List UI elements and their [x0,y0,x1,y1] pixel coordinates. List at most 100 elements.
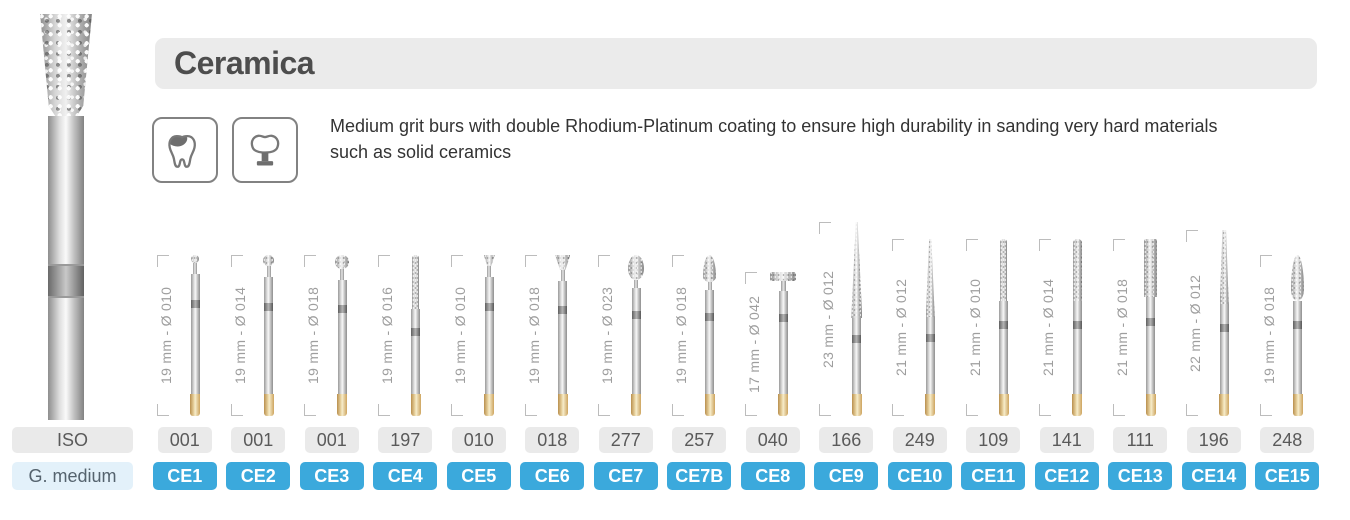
bur-shank [852,318,862,394]
bur-column: 21 mm - Ø 010 [957,239,1031,416]
bur-column: 22 mm - Ø 012 [1177,230,1251,416]
bur-head [703,255,717,282]
bur-head [1144,239,1158,297]
iso-chip: 109 [966,427,1021,453]
bur-shank [558,281,568,394]
bur-head [335,255,350,269]
bur-grip [410,394,421,416]
size-measure-brackets: 23 mm - Ø 012 [818,222,837,416]
bur-neck [266,266,271,277]
product-code-chip: CE4 [373,462,438,490]
bur-image [1134,239,1168,416]
product-grid: 19 mm - Ø 010 19 mm - Ø 014 19 mm - Ø 01… [148,212,1324,416]
bur-grip [557,394,568,416]
size-label: 21 mm - Ø 012 [893,278,910,377]
size-measure-brackets: 21 mm - Ø 018 [1112,239,1131,416]
iso-chip: 111 [1113,427,1168,453]
size-label: 17 mm - Ø 042 [746,295,763,393]
iso-row-label: ISO [12,427,133,453]
code-row: CE1 CE2 CE3 CE4 CE5 CE6 CE7 CE7B CE8 CE9 CE10 CE11 C… [148,462,1324,490]
tooth-icon [152,117,218,183]
bur-column: 21 mm - Ø 018 [1104,239,1178,416]
iso-chip: 249 [892,427,947,453]
bur-image [987,239,1021,416]
bur-column: 19 mm - Ø 016 [369,255,443,416]
size-label: 21 mm - Ø 010 [966,278,983,377]
iso-chip: 001 [304,427,359,453]
size-label: 19 mm - Ø 010 [158,286,175,385]
bur-image [1281,255,1315,416]
bur-neck [340,269,345,280]
iso-chip: 166 [819,427,874,453]
bur-shank [337,280,347,394]
bur-neck [707,282,712,290]
bur-shank [999,301,1009,394]
grit-row-label: G. medium [12,462,133,490]
size-label: 23 mm - Ø 012 [819,270,836,368]
bur-column: 19 mm - Ø 018 [1251,255,1325,416]
bur-grip [851,394,862,416]
hero-bur-head [40,14,92,116]
crown-icon [232,117,298,183]
bur-head [483,255,495,266]
bur-grip [484,394,495,416]
bur-shank [1219,304,1229,394]
bur-neck [193,263,198,274]
product-code-chip: CE6 [520,462,585,490]
bur-head [555,255,571,270]
bur-head [191,255,200,263]
iso-row: 001 001 001 197 010 018 277 257 040 166 249 109 141 1… [148,427,1324,453]
bur-shank [190,274,200,394]
bur-column: 19 mm - Ø 018 [663,255,737,416]
size-measure-brackets: 21 mm - Ø 012 [892,239,910,416]
product-code-chip: CE12 [1034,462,1099,490]
bur-grip [1292,394,1303,416]
bur-image [840,222,874,416]
size-measure-brackets: 19 mm - Ø 018 [671,255,690,416]
bur-image [766,272,800,416]
bur-grip [998,394,1009,416]
size-measure-brackets: 21 mm - Ø 010 [965,239,984,416]
title-banner: Ceramica [155,38,1317,89]
bur-grip [631,394,642,416]
product-code-chip: CE10 [887,462,952,490]
bur-head [412,255,420,309]
bur-image [472,255,506,416]
bur-head [1219,230,1229,304]
iso-chip: 257 [672,427,727,453]
product-code-chip: CE8 [740,462,805,490]
product-code-chip: CE1 [152,462,217,490]
bur-grip [1072,394,1083,416]
bur-image [1207,230,1241,416]
bur-column: 19 mm - Ø 018 [516,255,590,416]
size-measure-brackets: 19 mm - Ø 016 [377,255,396,416]
product-code-chip: CE13 [1108,462,1173,490]
crown-icon-glyph [250,134,280,166]
iso-chip: 277 [598,427,653,453]
bur-shank [778,291,788,394]
bur-neck [634,280,639,288]
bur-image [1060,239,1094,416]
bur-shank [484,277,494,394]
size-measure-brackets: 19 mm - Ø 018 [1259,255,1278,416]
bur-column: 19 mm - Ø 010 [442,255,516,416]
bur-grip [778,394,789,416]
bur-grip [704,394,715,416]
bur-head [1072,239,1082,301]
size-label: 21 mm - Ø 014 [1040,278,1057,377]
size-measure-brackets: 19 mm - Ø 023 [598,255,616,416]
size-label: 19 mm - Ø 018 [1260,286,1277,385]
size-label: 19 mm - Ø 023 [599,286,616,385]
product-code-chip: CE2 [226,462,291,490]
size-measure-brackets: 19 mm - Ø 014 [230,255,249,416]
bur-image [693,255,727,416]
bur-shank [631,288,641,394]
bur-column: 21 mm - Ø 014 [1030,239,1104,416]
bur-image [252,255,286,416]
bur-head [263,255,275,266]
size-measure-brackets: 22 mm - Ø 012 [1186,230,1204,416]
iso-chip: 001 [157,427,212,453]
product-code-chip: CE7B [667,462,732,490]
bur-image [325,255,359,416]
bur-column: 21 mm - Ø 012 [883,239,957,416]
